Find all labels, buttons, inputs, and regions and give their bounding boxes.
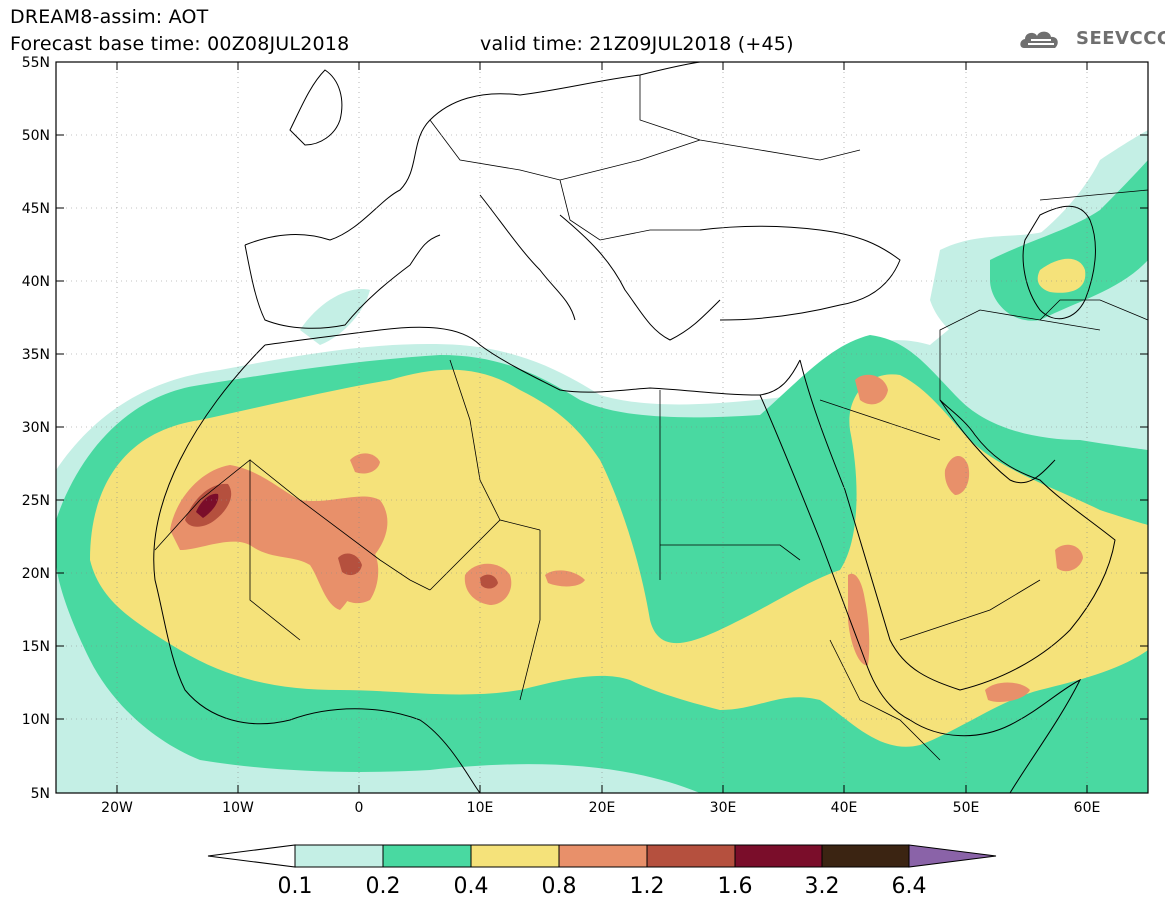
seevccc-logo: SEEVCCC [1076, 28, 1165, 49]
coastline-turkey-blacksea [699, 225, 901, 321]
lat-label: 25N [22, 493, 50, 509]
lon-label: 10W [222, 800, 254, 816]
border-algeria-mali [249, 459, 431, 591]
lon-label: 60E [1074, 800, 1101, 816]
lat-label: 45N [22, 201, 50, 217]
border-sudan [660, 544, 801, 561]
colorbar [207, 844, 997, 868]
lon-label: 20E [589, 800, 616, 816]
colorbar-swatch [470, 844, 560, 868]
coastline-north-africa [264, 326, 801, 396]
lat-label: 20N [22, 566, 50, 582]
colorbar-swatch [734, 844, 823, 868]
lat-labels: 5N 10N 15N 20N 25N 30N 35N 40N 45N 50N 5… [22, 55, 50, 802]
border-kazakhstan [1039, 189, 1148, 201]
lon-labels: 20W 10W 0 10E 20E 30E 40E 50E 60E [101, 800, 1100, 816]
lon-label: 10E [467, 800, 494, 816]
lat-label: 55N [22, 55, 50, 71]
lat-label: 10N [22, 712, 50, 728]
coastline-iberia [244, 234, 441, 329]
aot-band-0.8-algeria [350, 453, 380, 474]
aot-band-1.6-sahara-west [196, 493, 219, 518]
aot-band-1.2-mali [338, 553, 362, 576]
lat-label: 50N [22, 128, 50, 144]
colorbar-swatch [646, 844, 736, 868]
axis-ticks [56, 62, 1148, 793]
coastline-italy [479, 194, 576, 321]
colorbar-label: 1.2 [630, 874, 665, 899]
coastline-redsea-west [759, 394, 911, 721]
border-mauritania [154, 459, 301, 641]
colorbar-label: 0.4 [454, 874, 489, 899]
aot-band-0.8-iraq [855, 374, 888, 405]
coastline-balkans-greece [559, 214, 721, 341]
aot-band-0.8-redsea [848, 573, 870, 666]
lon-label: 30E [710, 800, 737, 816]
aot-band-1.2-niger [480, 574, 498, 589]
aot-band-0.8-arabia [944, 455, 970, 495]
forecast-base-time: Forecast base time: 00Z08JUL2018 [10, 33, 350, 55]
lon-label: 0 [355, 800, 364, 816]
coastline-persian-gulf [939, 399, 1056, 483]
aot-band-0.8-oman [1055, 544, 1083, 572]
colorbar-label: 1.6 [718, 874, 753, 899]
valid-time: valid time: 21Z09JUL2018 (+45) [480, 33, 794, 55]
colorbar-label: 3.2 [805, 874, 840, 899]
cloud-icon [1020, 31, 1058, 48]
colorbar-above-arrow [908, 844, 997, 868]
border-saudi-iraq [819, 399, 941, 441]
colorbar-label: 0.1 [278, 874, 313, 899]
coastline-redsea-east-arabia [799, 359, 1116, 691]
lon-label: 20W [101, 800, 133, 816]
border-iran [939, 309, 1101, 400]
colorbar-below-arrow [207, 844, 296, 868]
colorbar-swatch [558, 844, 648, 868]
colorbar-swatch [294, 844, 384, 868]
title-line1: DREAM8-assim: AOT [10, 6, 209, 28]
border-saudi-yemen [899, 579, 1041, 641]
aot-band-0.2-caspian [990, 160, 1148, 321]
lat-label: 15N [22, 639, 50, 655]
aot-band-0.8-somalia [985, 682, 1030, 702]
lat-label: 40N [22, 274, 50, 290]
coastline-europe [244, 62, 701, 246]
lon-label: 40E [831, 800, 858, 816]
aot-field [56, 130, 1148, 793]
coastlines [153, 62, 1116, 793]
coastline-horn-africa [909, 678, 1082, 793]
colorbar-label: 0.2 [366, 874, 401, 899]
border-libya-tunisia [449, 359, 501, 521]
border-europe-2 [559, 179, 700, 241]
aot-band-0.1-iberia [300, 289, 370, 345]
colorbar-label: 6.4 [892, 874, 927, 899]
lon-label: 50E [953, 800, 980, 816]
colorbar-swatch [821, 844, 910, 868]
aot-band-0.4-caspian [1037, 258, 1086, 293]
aot-band-0.8-chad [545, 570, 585, 587]
country-borders [154, 75, 1148, 761]
border-ethiopia [829, 639, 941, 761]
border-chad [519, 530, 541, 701]
lat-label: 5N [31, 786, 50, 802]
colorbar-labels: 0.1 0.2 0.4 0.8 1.2 1.6 3.2 6.4 [278, 874, 927, 899]
border-europe-3 [639, 75, 861, 161]
lat-label: 30N [22, 420, 50, 436]
gridlines [56, 62, 1148, 793]
lat-label: 35N [22, 347, 50, 363]
coastline-west-africa [153, 344, 481, 793]
colorbar-swatch [382, 844, 472, 868]
coastline-britain [289, 69, 343, 146]
colorbar-label: 0.8 [542, 874, 577, 899]
border-turkmenistan [1039, 299, 1148, 321]
